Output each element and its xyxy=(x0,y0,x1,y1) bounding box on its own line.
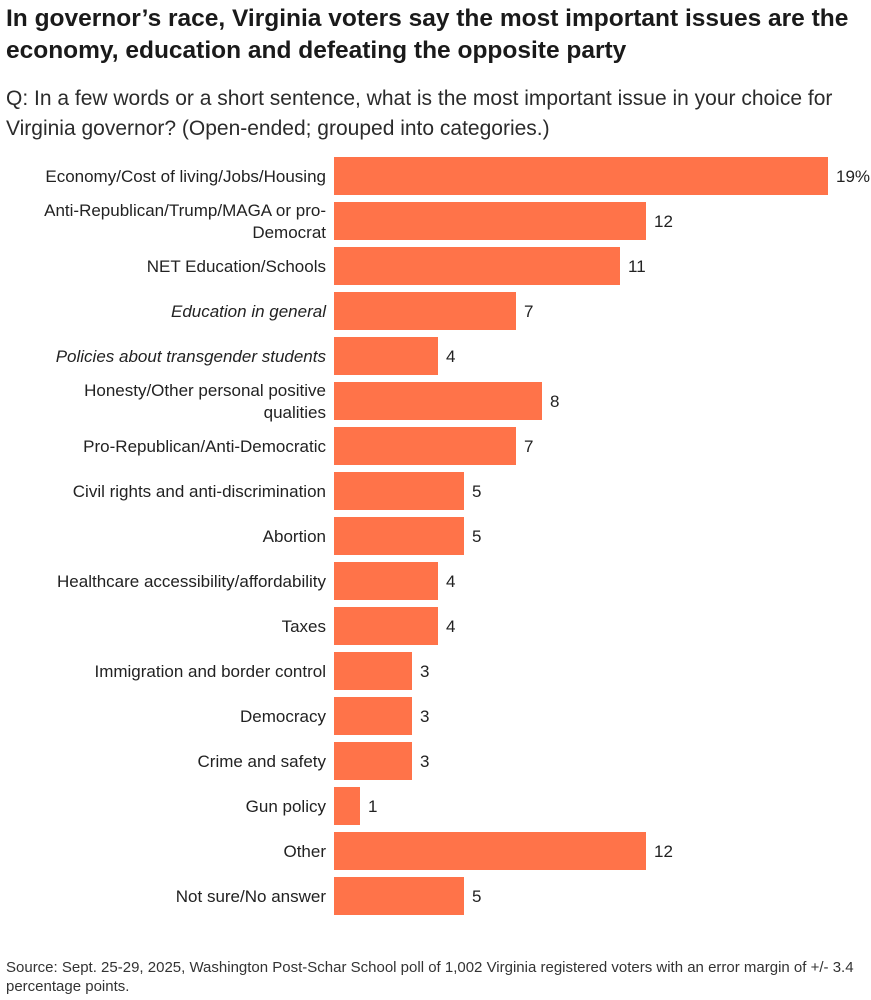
bar xyxy=(334,877,464,915)
bar-value-label: 5 xyxy=(472,887,481,906)
bar xyxy=(334,517,464,555)
bar xyxy=(334,472,464,510)
bar-value-label: 7 xyxy=(524,437,533,456)
category-label-line: NET Education/Schools xyxy=(147,257,326,276)
category-label: Economy/Cost of living/Jobs/Housing xyxy=(45,167,326,186)
bar-value-label: 8 xyxy=(550,392,559,411)
category-label: Education in general xyxy=(171,302,327,321)
bar-value-label: 19% xyxy=(836,167,870,186)
bar xyxy=(334,607,438,645)
category-label-line: Education in general xyxy=(171,302,327,321)
bar-value-label: 11 xyxy=(628,257,646,276)
category-label: Gun policy xyxy=(246,797,327,816)
bar-value-label: 7 xyxy=(524,302,533,321)
category-label-line: Taxes xyxy=(282,617,326,636)
category-label: Abortion xyxy=(263,527,326,546)
bar xyxy=(334,247,620,285)
bar-value-label: 1 xyxy=(368,797,377,816)
bar xyxy=(334,832,646,870)
category-label-line: Policies about transgender students xyxy=(56,347,327,366)
bar-value-label: 4 xyxy=(446,347,455,366)
category-label: Pro-Republican/Anti-Democratic xyxy=(83,437,326,456)
bar-value-label: 5 xyxy=(472,482,481,501)
bar-chart-svg: 19% Economy/Cost of living/Jobs/Housing 12… xyxy=(44,157,870,915)
bar-value-label: 4 xyxy=(446,572,455,591)
category-label: Healthcare accessibility/affordability xyxy=(57,572,326,591)
category-label-line: Other xyxy=(283,842,326,861)
bar-value-label: 4 xyxy=(446,617,455,636)
bar-chart: 19% Economy/Cost of living/Jobs/Housing 12… xyxy=(0,150,871,945)
bar-value-label: 5 xyxy=(472,527,481,546)
bar xyxy=(334,382,542,420)
category-label: Other xyxy=(283,842,326,861)
category-label: Anti-Republican/Trump/MAGA or pro- Democr… xyxy=(44,201,326,242)
bar xyxy=(334,652,412,690)
category-label: Honesty/Other personal positive qualities xyxy=(84,381,326,422)
bar xyxy=(334,337,438,375)
category-label: NET Education/Schools xyxy=(147,257,326,276)
category-label-line: Pro-Republican/Anti-Democratic xyxy=(83,437,326,456)
category-label-line: Abortion xyxy=(263,527,326,546)
bar xyxy=(334,202,646,240)
category-label: Democracy xyxy=(240,707,326,726)
category-label-line: Immigration and border control xyxy=(94,662,326,681)
category-label-line: Anti-Republican/Trump/MAGA or pro- xyxy=(44,201,326,220)
category-label: Immigration and border control xyxy=(94,662,326,681)
category-label: Taxes xyxy=(282,617,326,636)
category-label: Not sure/No answer xyxy=(176,887,327,906)
category-label-line: Honesty/Other personal positive xyxy=(84,381,326,400)
category-label-line: Gun policy xyxy=(246,797,327,816)
bar-value-label: 3 xyxy=(420,662,429,681)
category-label-line: Democracy xyxy=(240,707,326,726)
bar xyxy=(334,742,412,780)
bar-value-label: 12 xyxy=(654,212,673,231)
bar-value-label: 3 xyxy=(420,752,429,771)
bar xyxy=(334,697,412,735)
category-label: Civil rights and anti-discrimination xyxy=(73,482,326,501)
category-label-line: Not sure/No answer xyxy=(176,887,327,906)
bar-value-label: 12 xyxy=(654,842,673,861)
category-label-line: Healthcare accessibility/affordability xyxy=(57,572,326,591)
category-label-line: Crime and safety xyxy=(198,752,327,771)
category-label: Crime and safety xyxy=(198,752,327,771)
chart-title: In governor’s race, Virginia voters say … xyxy=(6,5,849,64)
chart-subtitle: Q: In a few words or a short sentence, w… xyxy=(6,87,833,140)
bar-value-label: 3 xyxy=(420,707,429,726)
bar xyxy=(334,157,828,195)
bar xyxy=(334,292,516,330)
bar xyxy=(334,427,516,465)
bar xyxy=(334,562,438,600)
category-label-line: Democrat xyxy=(252,223,326,242)
source-note: Source: Sept. 25-29, 2025, Washington Po… xyxy=(6,959,854,995)
bar xyxy=(334,787,360,825)
category-label-line: Economy/Cost of living/Jobs/Housing xyxy=(45,167,326,186)
category-label-line: qualities xyxy=(264,403,326,422)
category-label: Policies about transgender students xyxy=(56,347,327,366)
category-label-line: Civil rights and anti-discrimination xyxy=(73,482,326,501)
